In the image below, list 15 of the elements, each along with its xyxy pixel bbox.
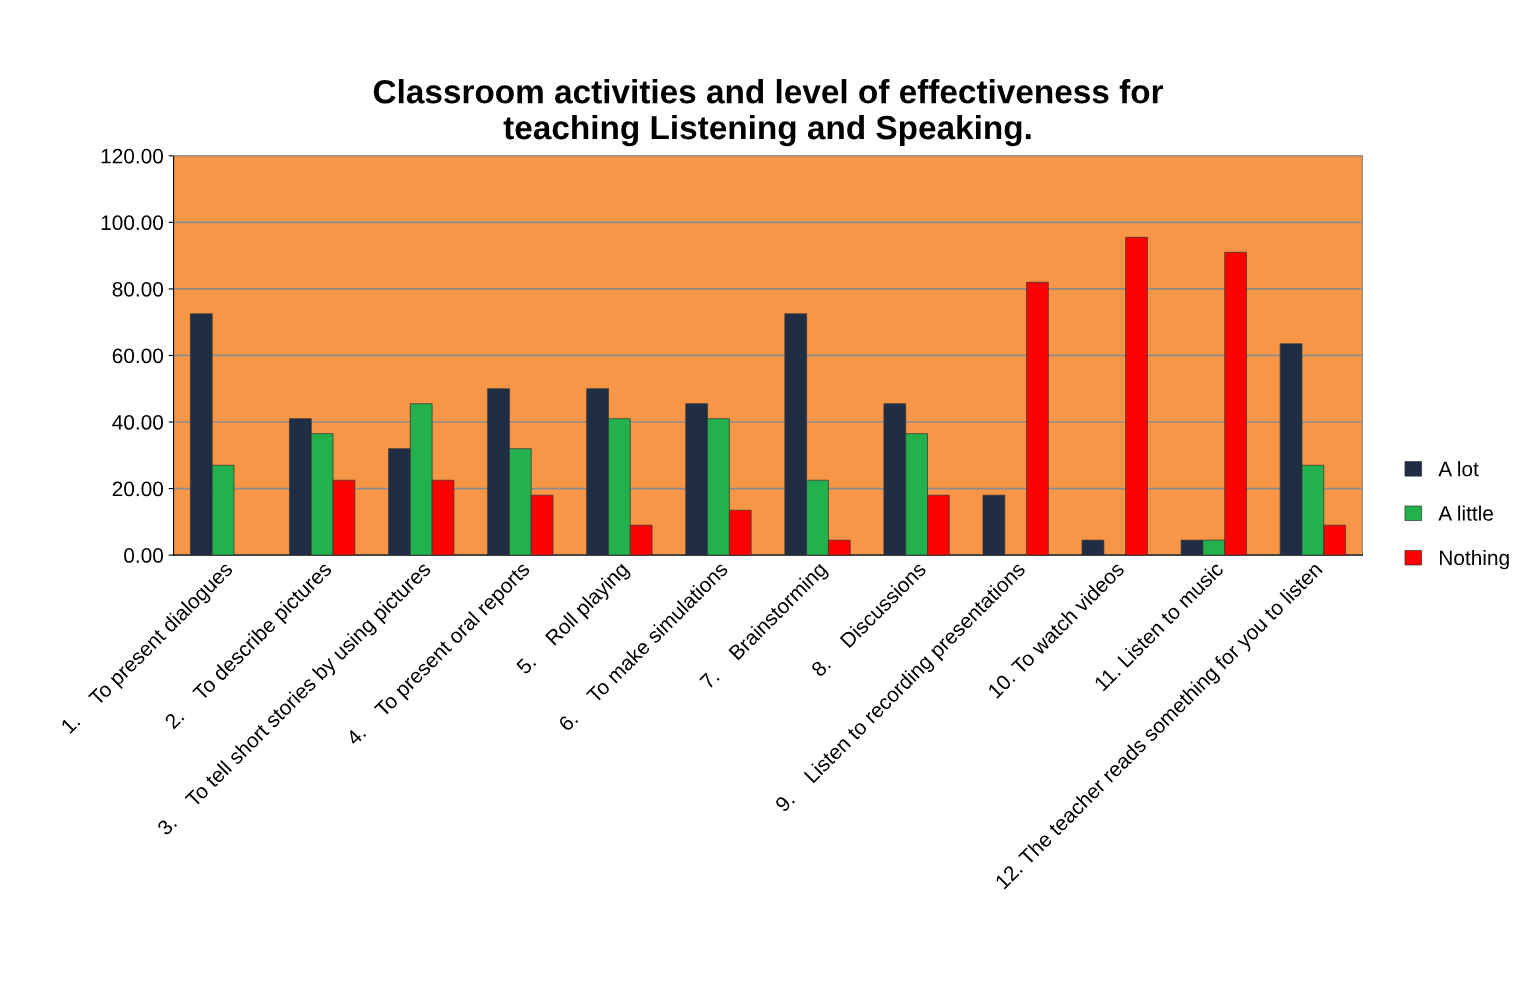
chart-title: Classroom activities and level of effectiveness for teaching Listening and Speaking. xyxy=(373,79,1164,147)
y-tick-label: 120.00 xyxy=(101,148,164,164)
legend-label: Nothing xyxy=(1440,549,1509,570)
y-tick-label: 0.00 xyxy=(124,548,164,563)
legend-label: A lot xyxy=(1438,461,1479,477)
y-tick-label: 20.00 xyxy=(112,481,164,497)
legend-label: A little xyxy=(1438,505,1493,521)
y-tick-label: 100.00 xyxy=(101,215,164,231)
bar xyxy=(982,494,1006,556)
y-tick-label: 40.00 xyxy=(112,415,164,430)
bar xyxy=(1026,281,1049,556)
bar xyxy=(1125,236,1148,556)
y-tick-label: 80.00 xyxy=(112,281,164,297)
y-tick-label: 60.00 xyxy=(112,348,164,364)
bar xyxy=(1081,539,1105,556)
